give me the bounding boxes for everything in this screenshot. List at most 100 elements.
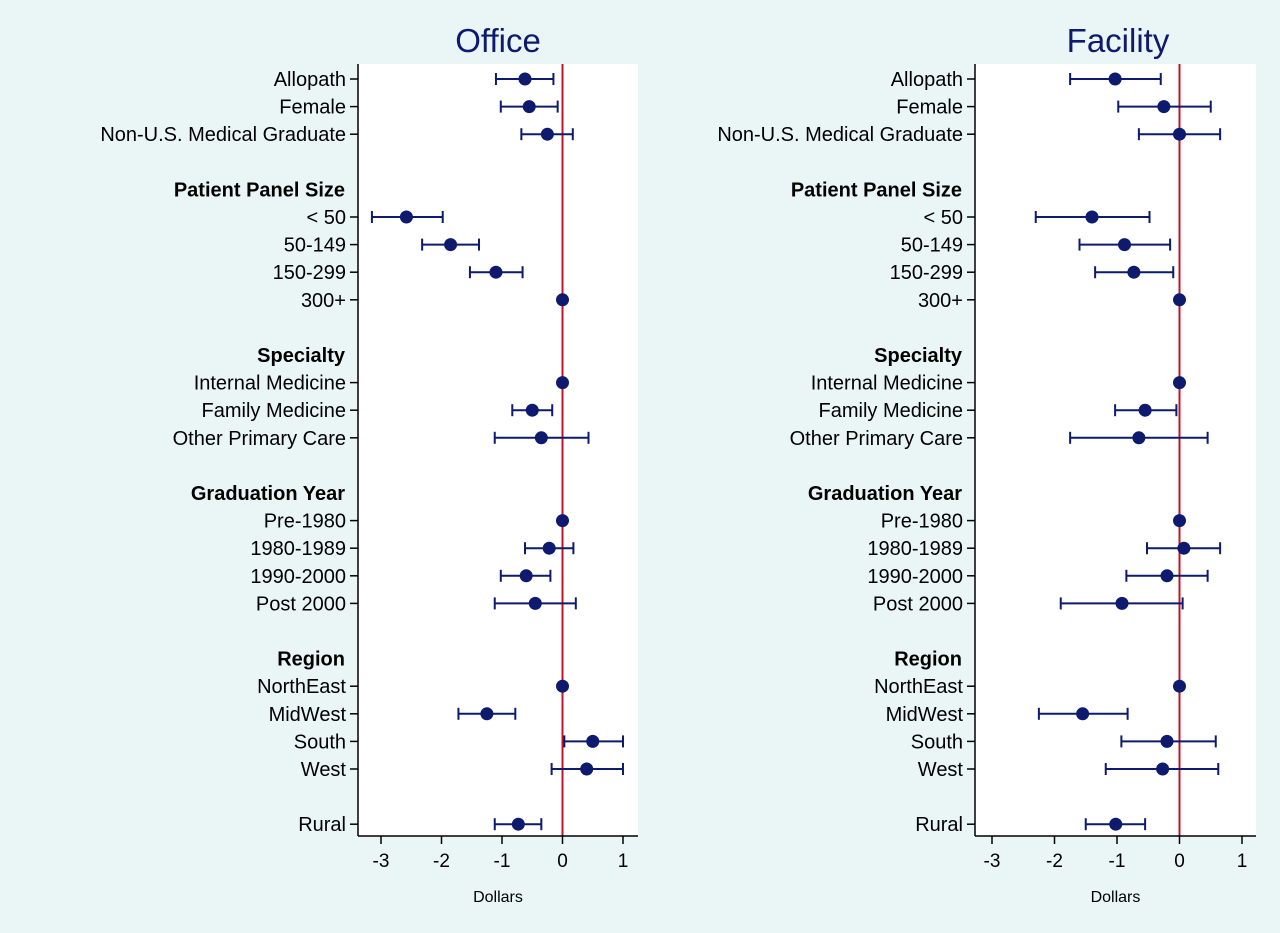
- row-label-allopath: Allopath: [274, 69, 346, 91]
- row-label-300: 300+: [301, 290, 346, 312]
- row-label-west: West: [918, 759, 964, 781]
- row-label-family-medicine: Family Medicine: [202, 400, 346, 422]
- point-estimate-family-medicine: [525, 403, 539, 417]
- row-label-internal-medicine: Internal Medicine: [194, 373, 346, 395]
- point-estimate-50-149: [444, 238, 458, 252]
- row-label-family-medicine: Family Medicine: [819, 400, 963, 422]
- chart-title: Facility: [1067, 22, 1170, 59]
- point-estimate-west: [580, 762, 594, 776]
- row-label-west: West: [301, 759, 347, 781]
- point-estimate-family-medicine: [1138, 403, 1152, 417]
- x-tick-label: 1: [1237, 851, 1248, 872]
- point-estimate-50: [1085, 210, 1099, 224]
- row-label-1990-2000: 1990-2000: [250, 566, 346, 588]
- row-label-other-primary-care: Other Primary Care: [173, 428, 346, 450]
- point-estimate-50: [399, 210, 413, 224]
- row-label-pre-1980: Pre-1980: [881, 511, 963, 533]
- point-estimate-west: [1156, 762, 1170, 776]
- row-label-non-u-s-medical-graduate: Non-U.S. Medical Graduate: [100, 124, 346, 146]
- x-tick-label: 0: [557, 851, 568, 872]
- point-estimate-allopath: [1108, 72, 1122, 86]
- row-label-northeast: NorthEast: [874, 676, 963, 698]
- row-label-50-149: 50-149: [284, 235, 346, 257]
- plot-area: [975, 64, 1256, 836]
- facility-panel: Facility -3 -2 -1 0 1 Dollars Allopath Female Non…: [717, 22, 1256, 906]
- row-label-south: South: [911, 731, 963, 753]
- row-label-300: 300+: [918, 290, 963, 312]
- group-heading-specialty: Specialty: [257, 345, 346, 367]
- group-heading-graduation-year: Graduation Year: [808, 483, 962, 505]
- x-tick-label: -2: [433, 851, 450, 872]
- row-label-midwest: MidWest: [886, 704, 964, 726]
- point-estimate-midwest: [1076, 707, 1090, 721]
- x-tick-label: 1: [618, 851, 629, 872]
- point-estimate-post-2000: [528, 596, 542, 610]
- point-estimate-post-2000: [1115, 596, 1129, 610]
- point-estimate-internal-medicine: [1173, 376, 1186, 390]
- point-estimate-other-primary-care: [534, 431, 548, 445]
- point-estimate-150-299: [489, 265, 503, 279]
- row-label-female: Female: [896, 97, 963, 119]
- plot-area: [358, 64, 638, 836]
- row-label-50: < 50: [307, 207, 346, 229]
- point-estimate-allopath: [518, 72, 532, 86]
- row-label-allopath: Allopath: [891, 69, 963, 91]
- row-label-other-primary-care: Other Primary Care: [790, 428, 963, 450]
- row-label-1980-1989: 1980-1989: [867, 538, 963, 560]
- x-tick-label: -1: [494, 851, 511, 872]
- row-label-pre-1980: Pre-1980: [264, 511, 346, 533]
- point-estimate-50-149: [1118, 238, 1131, 252]
- point-estimate-northeast: [1173, 679, 1186, 693]
- row-label-post-2000: Post 2000: [256, 593, 346, 615]
- row-label-non-u-s-medical-graduate: Non-U.S. Medical Graduate: [717, 124, 963, 146]
- x-tick-label: -1: [1109, 851, 1126, 872]
- row-label-50-149: 50-149: [901, 235, 963, 257]
- row-label-internal-medicine: Internal Medicine: [811, 373, 963, 395]
- point-estimate-other-primary-care: [1132, 431, 1146, 445]
- group-heading-graduation-year: Graduation Year: [191, 483, 345, 505]
- x-tick-label: -2: [1046, 851, 1063, 872]
- point-estimate-1990-2000: [1160, 569, 1174, 583]
- x-axis-label: Dollars: [473, 889, 523, 906]
- x-tick-label: -3: [984, 851, 1001, 872]
- point-estimate-300: [556, 293, 569, 307]
- group-heading-patient-panel-size: Patient Panel Size: [791, 179, 962, 201]
- row-label-50: < 50: [924, 207, 963, 229]
- x-tick-label: -3: [373, 851, 390, 872]
- row-label-1980-1989: 1980-1989: [250, 538, 346, 560]
- row-label-rural: Rural: [915, 814, 963, 836]
- point-estimate-1990-2000: [519, 569, 533, 583]
- row-label-midwest: MidWest: [269, 704, 347, 726]
- point-estimate-female: [522, 100, 536, 114]
- point-estimate-300: [1173, 293, 1186, 307]
- point-estimate-non-u-s-medical-graduate: [540, 127, 554, 141]
- group-heading-region: Region: [277, 649, 345, 671]
- office-panel: Office -3 -2 -1 0 1 Dollars Allopath Female Non-U…: [100, 22, 638, 906]
- x-tick-label: 0: [1174, 851, 1185, 872]
- point-estimate-rural: [1109, 817, 1123, 831]
- point-estimate-non-u-s-medical-graduate: [1173, 127, 1186, 141]
- row-label-150-299: 150-299: [890, 262, 963, 284]
- point-estimate-south: [1160, 734, 1174, 748]
- point-estimate-south: [586, 734, 600, 748]
- point-estimate-internal-medicine: [556, 376, 569, 390]
- row-label-rural: Rural: [298, 814, 346, 836]
- chart-title: Office: [455, 22, 541, 59]
- row-label-south: South: [294, 731, 346, 753]
- point-estimate-northeast: [556, 679, 569, 693]
- row-label-150-299: 150-299: [273, 262, 346, 284]
- row-label-female: Female: [279, 97, 346, 119]
- group-heading-region: Region: [894, 649, 962, 671]
- point-estimate-rural: [511, 817, 525, 831]
- x-axis-label: Dollars: [1091, 889, 1141, 906]
- point-estimate-female: [1157, 100, 1171, 114]
- point-estimate-pre-1980: [556, 514, 569, 528]
- row-label-1990-2000: 1990-2000: [867, 566, 963, 588]
- point-estimate-midwest: [480, 707, 494, 721]
- group-heading-specialty: Specialty: [874, 345, 963, 367]
- point-estimate-150-299: [1127, 265, 1141, 279]
- point-estimate-1980-1989: [542, 541, 556, 555]
- row-label-northeast: NorthEast: [257, 676, 346, 698]
- point-estimate-1980-1989: [1177, 541, 1191, 555]
